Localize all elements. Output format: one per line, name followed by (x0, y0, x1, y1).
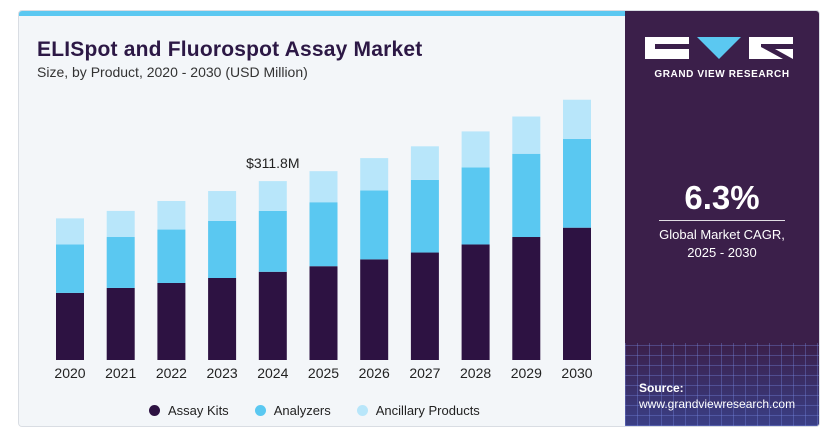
bar-chart: 2020 2021 2022 2023 2024 $311.8M 2025 2026 2027 2… (54, 99, 593, 381)
bar-assay-kits-2024 (258, 271, 287, 360)
bar-assay-kits-2028 (461, 244, 490, 360)
sidebar-panel: GRAND VIEW RESEARCH 6.3% Global Market C… (625, 11, 819, 426)
cagr-value: 6.3% (684, 179, 760, 216)
x-tick-label-2023: 2023 (207, 365, 238, 381)
report-card: ELISpot and Fluorospot Assay Market Size… (18, 10, 820, 427)
bar-analyzers-2027 (410, 179, 439, 253)
x-tick-label-2021: 2021 (105, 365, 136, 381)
legend-label-ancillary-products: Ancillary Products (375, 403, 480, 418)
bar-assay-kits-2023 (208, 278, 237, 360)
legend-item-assay-kits: Assay Kits (149, 403, 229, 418)
bar-assay-kits-2025 (309, 266, 338, 360)
bar-analyzers-2021 (106, 237, 135, 288)
bar-ancillary-products-2026 (360, 158, 389, 191)
bar-analyzers-2022 (157, 229, 186, 283)
bar-assay-kits-2020 (56, 292, 84, 360)
bar-assay-kits-2026 (360, 259, 389, 360)
source-label: Source: (639, 381, 684, 395)
x-tick-label-2029: 2029 (511, 365, 542, 381)
data-label-2024: $311.8M (246, 155, 299, 171)
cagr-label-line2: 2025 - 2030 (687, 245, 757, 260)
bar-analyzers-2028 (461, 167, 490, 245)
x-tick-label-2025: 2025 (308, 365, 339, 381)
legend-swatch-assay-kits (149, 405, 160, 416)
cagr-label: Global Market CAGR, 2025 - 2030 (625, 226, 819, 262)
chart-legend: Assay Kits Analyzers Ancillary Products (149, 403, 480, 418)
x-tick-label-2024: 2024 (257, 365, 288, 381)
bar-ancillary-products-2021 (106, 210, 135, 238)
bar-ancillary-products-2024 (258, 181, 287, 211)
bar-ancillary-products-2022 (157, 200, 186, 230)
chart-subtitle: Size, by Product, 2020 - 2030 (USD Milli… (37, 64, 308, 80)
bar-ancillary-products-2023 (208, 191, 237, 221)
bar-ancillary-products-2027 (410, 146, 439, 180)
x-tick-label-2027: 2027 (409, 365, 440, 381)
bar-ancillary-products-2020 (56, 218, 84, 245)
x-tick-label-2028: 2028 (460, 365, 491, 381)
bar-analyzers-2024 (258, 210, 287, 272)
accent-bar (19, 11, 625, 16)
cagr-label-line1: Global Market CAGR, (659, 227, 785, 242)
brand-name: GRAND VIEW RESEARCH (654, 69, 790, 80)
bar-ancillary-products-2025 (309, 171, 338, 203)
bar-analyzers-2026 (360, 190, 389, 260)
source-link[interactable]: www.grandviewresearch.com (639, 397, 796, 411)
legend-label-analyzers: Analyzers (273, 403, 331, 418)
x-tick-label-2030: 2030 (561, 365, 592, 381)
decorative-grid (625, 343, 819, 426)
x-tick-label-2022: 2022 (156, 365, 187, 381)
legend-swatch-analyzers (254, 405, 266, 416)
x-tick-label-2020: 2020 (54, 365, 85, 381)
bar-analyzers-2020 (56, 244, 84, 293)
legend-item-analyzers: Analyzers (254, 403, 331, 418)
chart-title: ELISpot and Fluorospot Assay Market (37, 38, 423, 61)
bar-ancillary-products-2028 (461, 131, 490, 168)
divider (659, 220, 785, 221)
bar-analyzers-2029 (512, 153, 541, 238)
bar-assay-kits-2027 (410, 252, 439, 360)
bar-ancillary-products-2030 (563, 99, 591, 139)
bar-assay-kits-2021 (106, 287, 135, 360)
legend-item-ancillary-products: Ancillary Products (356, 403, 480, 418)
legend-swatch-ancillary-products (356, 405, 368, 416)
gvr-logo-icon (645, 37, 793, 59)
bar-assay-kits-2022 (157, 282, 186, 360)
bar-ancillary-products-2029 (512, 116, 541, 154)
bar-analyzers-2030 (563, 138, 591, 228)
bar-assay-kits-2030 (563, 227, 591, 360)
legend-label-assay-kits: Assay Kits (168, 403, 229, 418)
x-tick-label-2026: 2026 (359, 365, 390, 381)
bar-analyzers-2023 (208, 220, 237, 279)
bar-analyzers-2025 (309, 202, 338, 267)
bar-assay-kits-2029 (512, 237, 541, 360)
